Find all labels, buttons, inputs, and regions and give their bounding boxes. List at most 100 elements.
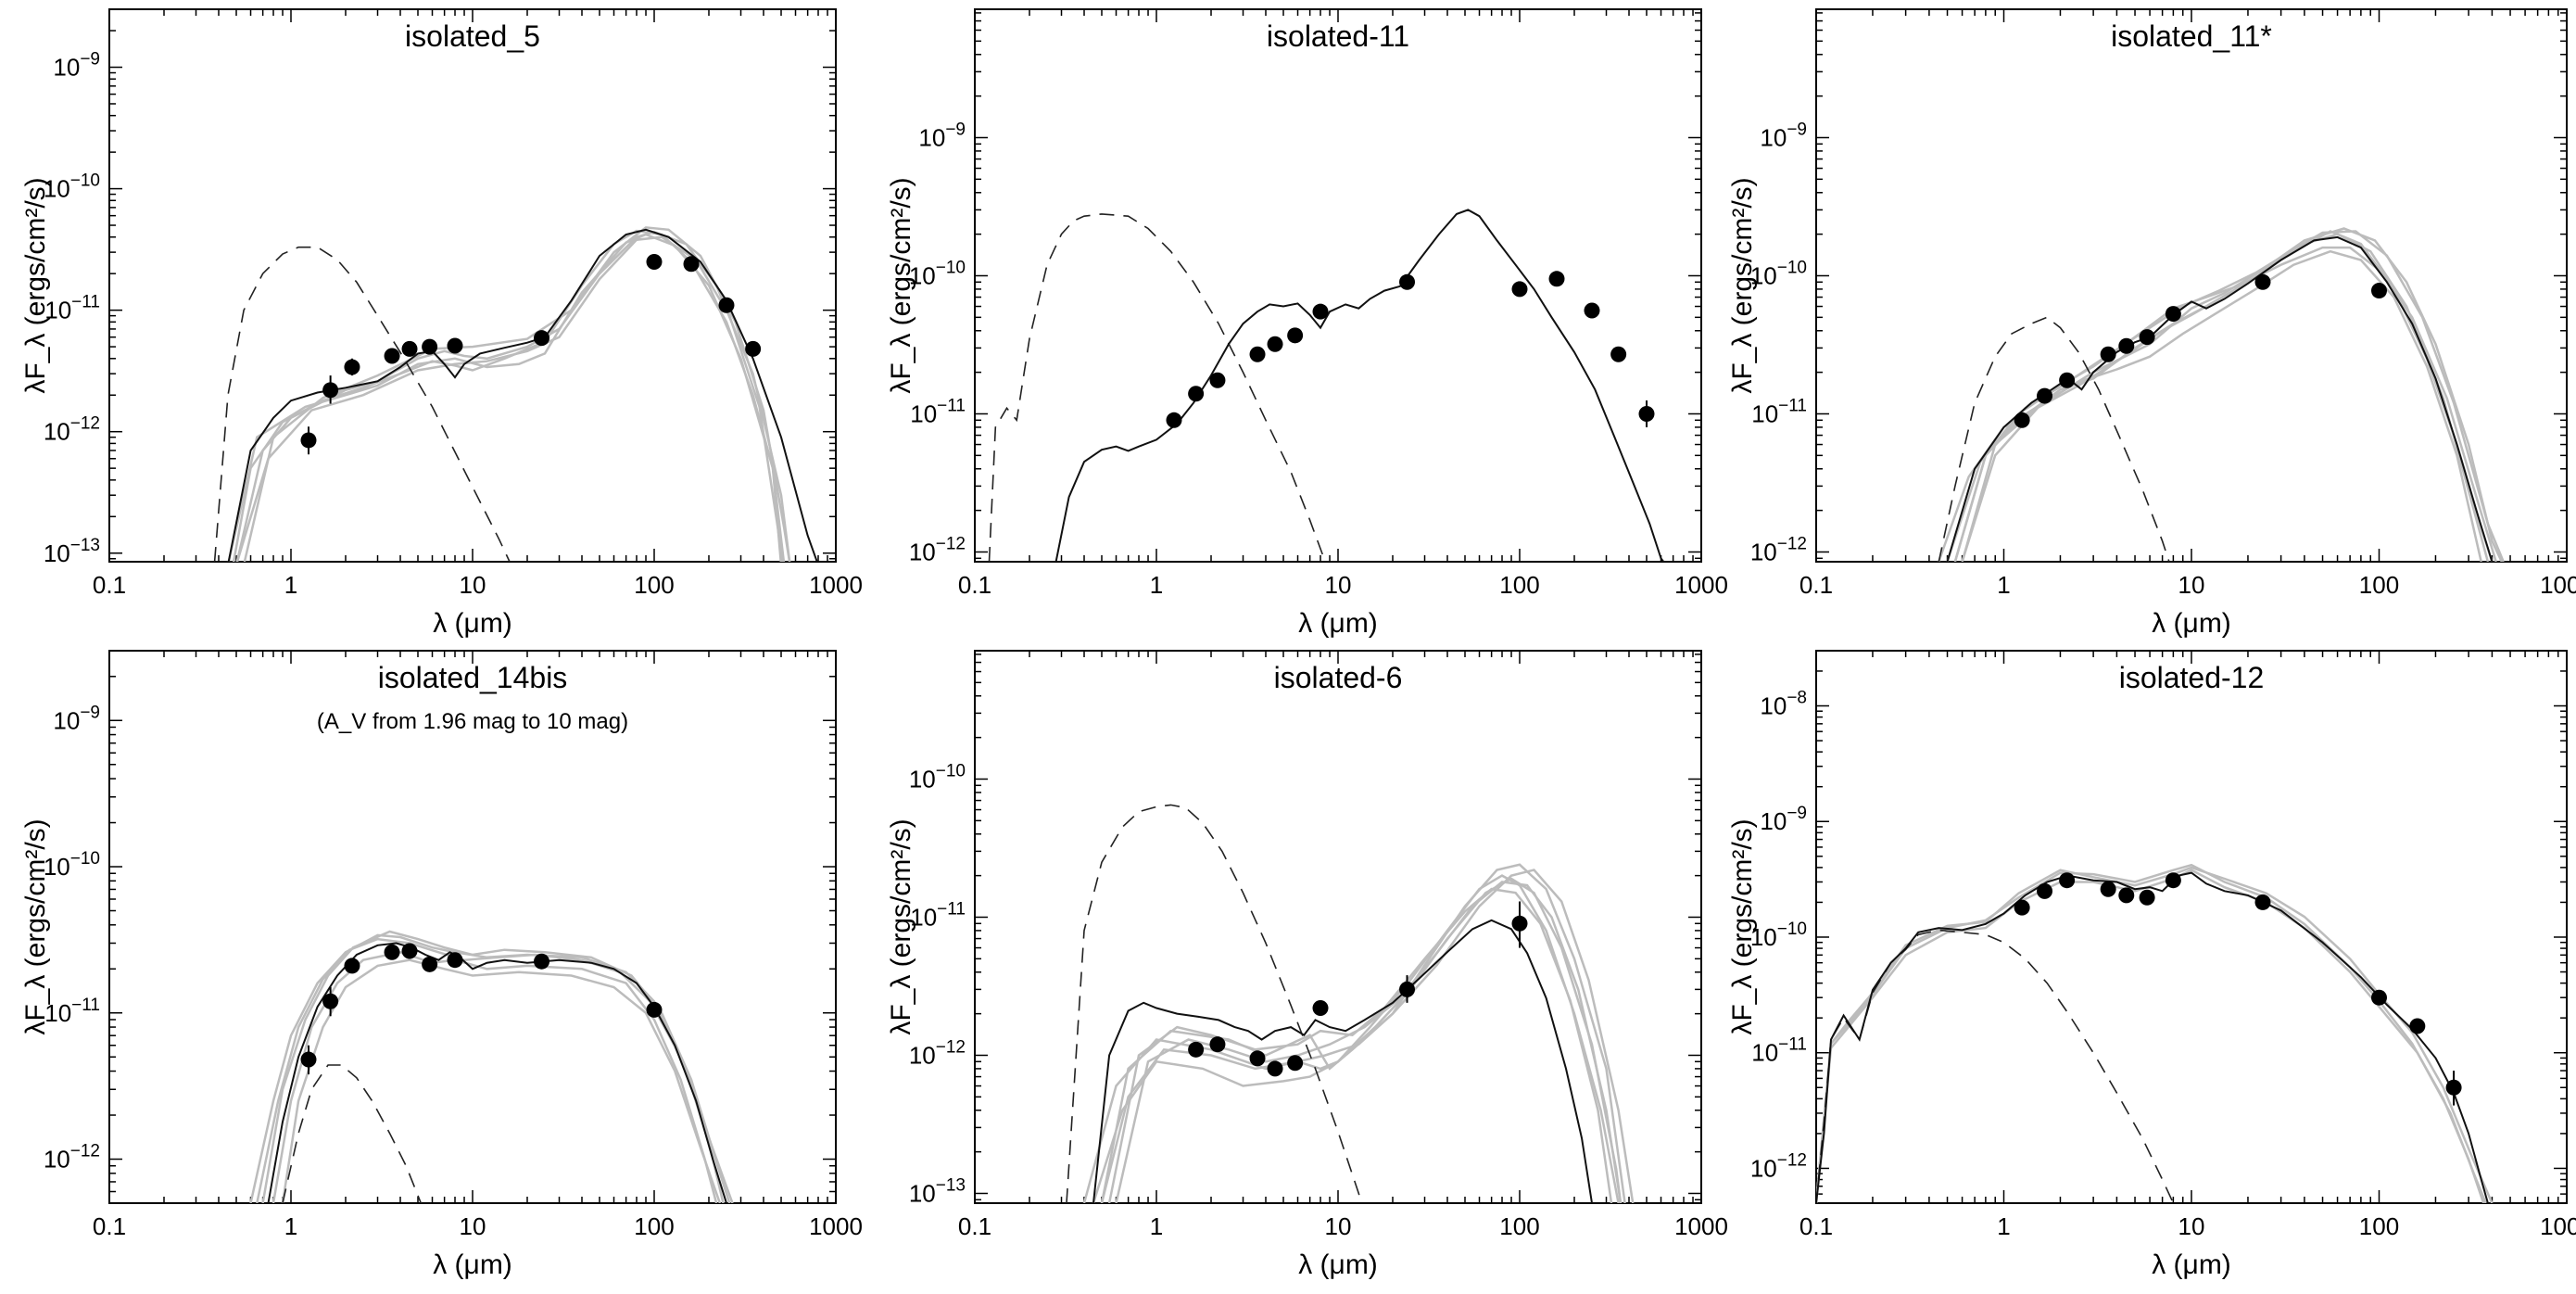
data-point (534, 330, 550, 347)
data-point (718, 297, 735, 313)
y-tick-label: 10−12 (1750, 534, 1807, 565)
model-curve (1816, 869, 2487, 1203)
y-tick-base: 10 (1750, 1154, 1777, 1182)
y-tick-label: 10−8 (1760, 689, 1807, 720)
y-tick-exponent: −13 (936, 1175, 966, 1195)
data-point (401, 943, 418, 959)
panel-title: isolated-11 (1267, 19, 1409, 53)
y-axis-label: λF_λ (ergs/cm²/s) (886, 177, 916, 393)
y-tick-base: 10 (53, 706, 80, 734)
model-curve (1961, 249, 2482, 562)
data-point (447, 952, 463, 969)
data-point (2037, 387, 2053, 404)
data-point (745, 340, 762, 357)
data-point (2139, 889, 2155, 906)
data-point (2165, 872, 2181, 889)
data-point (1610, 346, 1627, 362)
y-tick-label: 10−11 (1751, 396, 1807, 427)
data-point (534, 953, 550, 970)
y-tick-base: 10 (909, 765, 936, 793)
y-axis-label: λF_λ (ergs/cm²/s) (886, 818, 916, 1034)
panel-subtitle: (A_V from 1.96 mag to 10 mag) (317, 709, 628, 734)
data-point (1312, 303, 1329, 320)
data-point (2254, 894, 2271, 910)
y-tick-base: 10 (44, 1146, 70, 1173)
data-point (1511, 281, 1528, 298)
y-tick-exponent: −12 (1777, 1150, 1807, 1170)
x-tick-label: 1000 (1674, 1212, 1728, 1240)
x-axis-label: λ (μm) (433, 1250, 512, 1280)
model-curve (1107, 887, 1613, 1203)
y-tick-label: 10−13 (909, 1175, 966, 1207)
panel-title: isolated-12 (2119, 661, 2265, 694)
best-fit-curve (227, 228, 818, 562)
y-tick-base: 10 (1750, 261, 1777, 289)
panel-title: isolated_14bis (378, 661, 568, 694)
data-point (2371, 283, 2387, 299)
x-tick-label: 100 (2359, 571, 2399, 599)
y-tick-base: 10 (909, 1179, 936, 1207)
data-point (1209, 1036, 1226, 1053)
x-tick-label: 0.1 (1799, 571, 1833, 599)
y-tick-exponent: −8 (1787, 689, 1807, 708)
y-tick-label: 10−11 (44, 293, 100, 324)
x-tick-label: 1000 (1674, 571, 1728, 599)
x-tick-label: 10 (460, 571, 486, 599)
y-tick-exponent: −10 (936, 761, 966, 780)
y-axis-label: λF_λ (ergs/cm²/s) (1727, 177, 1758, 393)
y-tick-base: 10 (1760, 807, 1787, 835)
y-tick-label: 10−12 (44, 414, 100, 446)
y-tick-exponent: −13 (70, 536, 100, 555)
data-point (1399, 981, 1416, 997)
y-tick-label: 10−10 (44, 849, 100, 881)
y-tick-base: 10 (909, 1041, 936, 1069)
y-tick-base: 10 (910, 903, 937, 931)
y-tick-base: 10 (909, 538, 936, 565)
data-point (447, 337, 463, 354)
data-point (646, 253, 663, 270)
model-curve (235, 235, 784, 562)
y-tick-label: 10−9 (53, 50, 100, 82)
data-point (1267, 1060, 1283, 1077)
y-tick-base: 10 (1751, 400, 1778, 427)
data-point (2445, 1079, 2462, 1096)
plot-frame (1815, 8, 2568, 563)
x-tick-label: 0.1 (93, 1212, 126, 1240)
y-tick-exponent: −9 (80, 703, 100, 722)
x-tick-label: 1 (1150, 1212, 1163, 1240)
model-curve (271, 951, 718, 1203)
data-point (2059, 372, 2076, 388)
x-axis-label: λ (μm) (1298, 1250, 1378, 1280)
x-tick-label: 1000 (2540, 571, 2576, 599)
data-point (2165, 306, 2181, 323)
x-tick-label: 1 (1150, 571, 1163, 599)
model-curve (1953, 230, 2494, 562)
x-axis-label: λ (μm) (1298, 608, 1378, 639)
y-tick-base: 10 (909, 261, 936, 289)
model-curve (256, 937, 734, 1203)
data-point (1399, 273, 1416, 290)
model-curve (1816, 866, 2494, 1203)
y-tick-label: 10−11 (1751, 1035, 1807, 1067)
y-tick-label: 10−10 (1750, 920, 1807, 951)
y-tick-label: 10−9 (1760, 804, 1807, 835)
y-tick-exponent: −11 (937, 899, 966, 919)
data-point (1584, 302, 1600, 319)
data-point (2139, 329, 2155, 346)
y-tick-exponent: −9 (1787, 804, 1807, 823)
y-tick-exponent: −9 (80, 50, 100, 70)
data-point (2014, 412, 2030, 428)
data-point (344, 958, 360, 974)
data-point (422, 338, 438, 355)
y-tick-label: 10−11 (910, 396, 966, 427)
y-tick-exponent: −10 (70, 849, 100, 869)
x-tick-label: 0.1 (1799, 1212, 1833, 1240)
x-tick-label: 10 (2178, 571, 2205, 599)
y-tick-exponent: −11 (937, 396, 966, 415)
x-tick-label: 1000 (809, 571, 863, 599)
y-tick-exponent: −12 (70, 414, 100, 434)
